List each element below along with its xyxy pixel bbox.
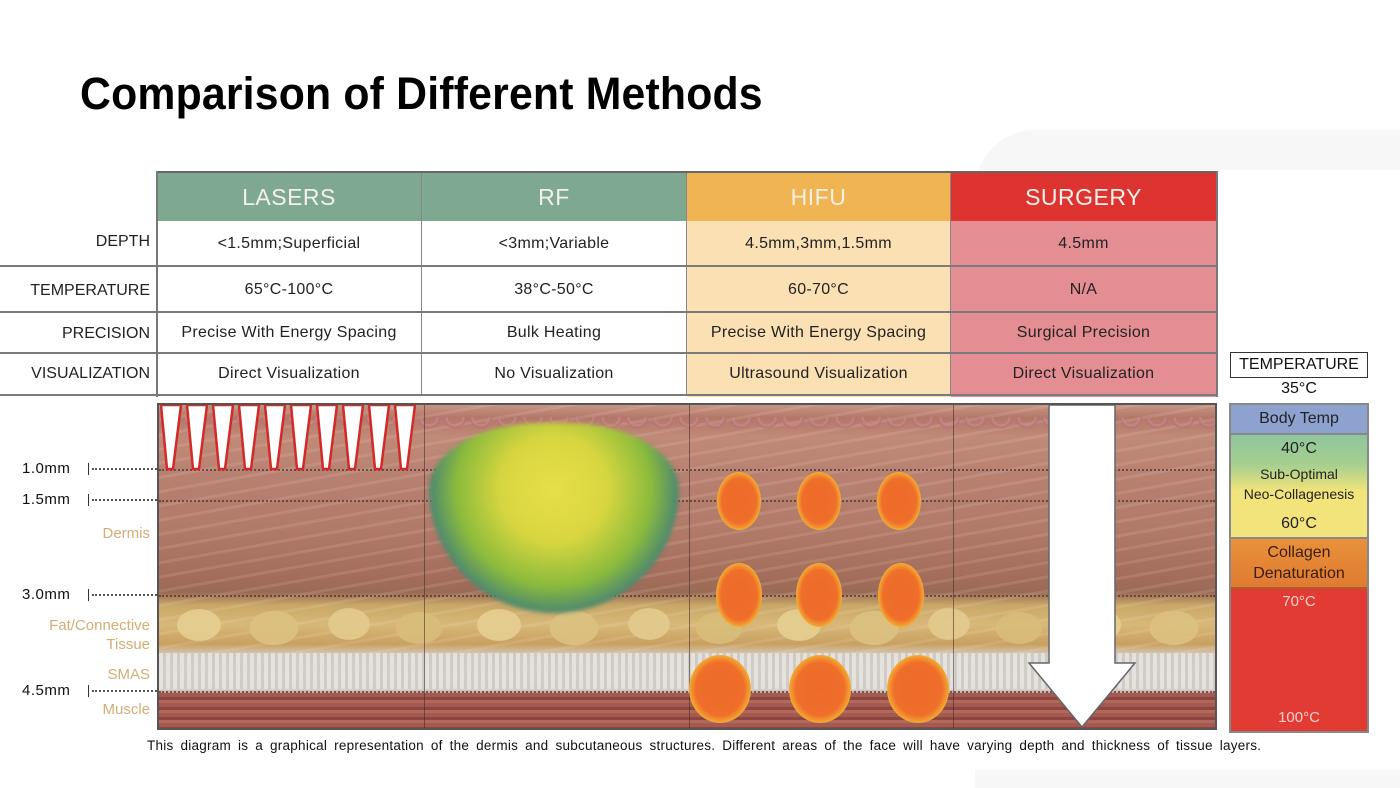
hifu-focal-point [796, 563, 842, 627]
layer-label-muscle: Muscle [102, 701, 150, 718]
divider [689, 405, 690, 728]
divider [0, 311, 1217, 313]
hifu-focal-point [789, 655, 851, 723]
cell-lasers-precision: Precise With Energy Spacing [157, 313, 422, 353]
cell-rf-temperature: 38°C-50°C [422, 267, 687, 312]
comparison-figure: DEPTH TEMPERATURE PRECISION VISUALIZATIO… [0, 170, 1400, 770]
page-title: Comparison of Different Methods [80, 68, 763, 119]
row-label-visualization: VISUALIZATION [31, 365, 150, 382]
hifu-focal-point [877, 472, 921, 530]
cell-rf-visualization: No Visualization [422, 354, 687, 394]
hifu-focal-point [878, 563, 924, 627]
cell-hifu-temperature: 60-70°C [687, 267, 951, 312]
divider [424, 405, 425, 728]
divider [0, 265, 1217, 267]
depth-mark-1mm: 1.0mm [22, 460, 71, 477]
row-label-depth: DEPTH [95, 233, 150, 250]
depth-mark-4-5mm: 4.5mm [22, 682, 71, 699]
hifu-column-bg [687, 221, 951, 397]
cell-hifu-precision: Precise With Energy Spacing [687, 313, 951, 353]
segment-sub-optimal: 40°C Sub-Optimal Neo-Collagenesis 60°C [1231, 435, 1367, 539]
depth-mark-3mm: 3.0mm [22, 586, 71, 603]
depth-mark-1-5mm: 1.5mm [22, 491, 71, 508]
cell-lasers-visualization: Direct Visualization [157, 354, 422, 394]
hifu-focal-point [797, 472, 841, 530]
column-header-hifu: HIFU [687, 173, 951, 221]
depth-line-1-5mm [159, 500, 1215, 502]
skin-cross-section [157, 403, 1217, 730]
cell-rf-depth: <3mm;Variable [422, 221, 687, 267]
column-header-rf: RF [422, 173, 687, 221]
temperature-scale: Body Temp 40°C Sub-Optimal Neo-Collagene… [1229, 403, 1369, 733]
layer-label-smas: SMAS [107, 666, 150, 683]
layer-label-fat-connective-tissue: Fat/Connective Tissue [49, 617, 150, 653]
cell-lasers-depth: <1.5mm;Superficial [157, 221, 422, 267]
hifu-focal-point [716, 563, 762, 627]
column-header-surgery: SURGERY [951, 173, 1217, 221]
temperature-legend-title: TEMPERATURE [1230, 352, 1368, 378]
laser-ablation-columns-icon [159, 405, 417, 471]
segment-high-temp: 70°C 100°C [1231, 589, 1367, 731]
rf-bulk-heating-zone [429, 423, 679, 613]
figure-caption: This diagram is a graphical representati… [147, 738, 1262, 753]
divider [953, 405, 954, 728]
cell-hifu-depth: 4.5mm,3mm,1.5mm [687, 221, 951, 267]
cell-hifu-visualization: Ultrasound Visualization [687, 354, 951, 394]
layer-label-dermis: Dermis [102, 525, 151, 542]
segment-body-temp: Body Temp [1231, 405, 1367, 435]
arrow-down-icon [1027, 405, 1137, 728]
fat-layer [159, 590, 1215, 660]
hifu-focal-point [717, 472, 761, 530]
cell-surgery-depth: 4.5mm [951, 221, 1217, 267]
cell-surgery-precision: Surgical Precision [951, 313, 1217, 353]
divider [0, 352, 1217, 354]
skin-surface [159, 417, 1215, 431]
table-border [1216, 171, 1218, 397]
column-header-lasers: LASERS [157, 173, 422, 221]
depth-line-3mm [159, 595, 1215, 597]
hifu-focal-point [689, 655, 751, 723]
divider [157, 171, 1217, 173]
cell-surgery-visualization: Direct Visualization [951, 354, 1217, 394]
row-label-precision: PRECISION [61, 325, 150, 342]
depth-line-1mm [159, 469, 1215, 471]
hifu-focal-point [887, 655, 949, 723]
table-border [156, 171, 158, 397]
cell-surgery-temperature: N/A [951, 267, 1217, 312]
divider [0, 394, 1217, 396]
temperature-start: 35°C [1281, 380, 1317, 397]
cell-rf-precision: Bulk Heating [422, 313, 687, 353]
depth-line-4-5mm [159, 691, 1215, 693]
cell-lasers-temperature: 65°C-100°C [157, 267, 422, 312]
surgery-column-bg [951, 221, 1217, 397]
segment-collagen-denaturation: Collagen Denaturation [1231, 539, 1367, 589]
row-label-temperature: TEMPERATURE [30, 282, 150, 299]
muscle-layer [159, 693, 1215, 728]
